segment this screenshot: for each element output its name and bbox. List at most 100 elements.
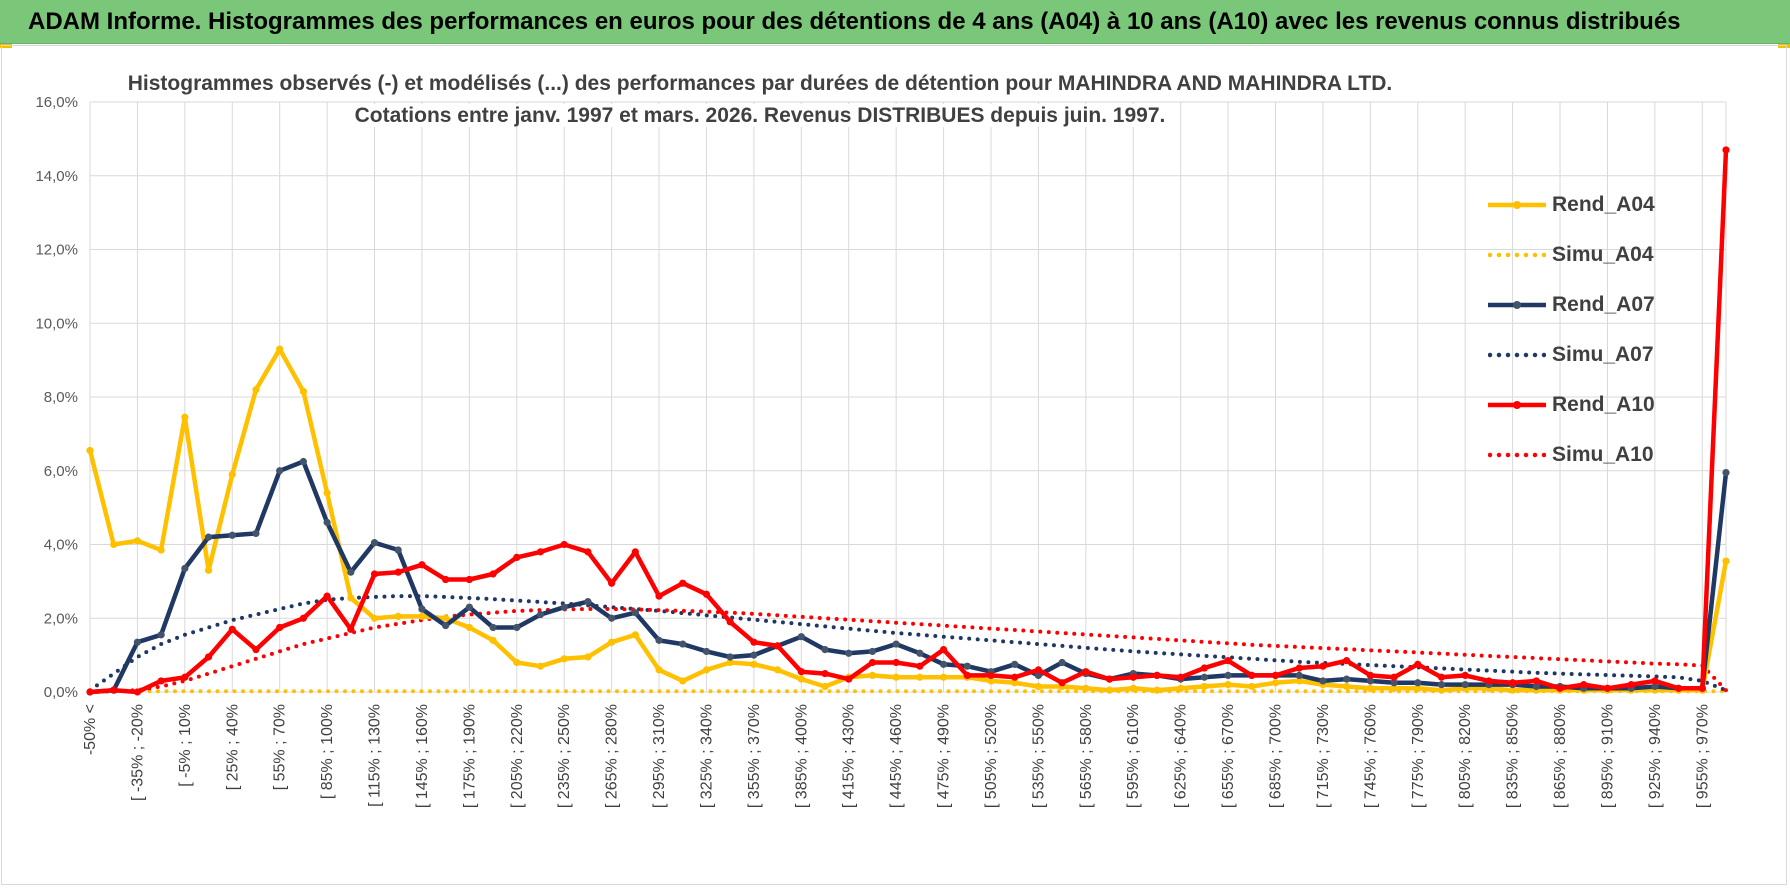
- data-point-rend-a10: [1390, 673, 1398, 681]
- data-point-rend-a04: [513, 658, 521, 667]
- data-point-rend-a10: [1200, 664, 1208, 672]
- x-tick-label: [ 175% ; 190%: [461, 704, 478, 808]
- y-tick-label: 16,0%: [35, 94, 78, 111]
- data-point-rend-a04: [536, 662, 545, 670]
- legend-label-simu-a10: Simu_A10: [1552, 443, 1654, 466]
- data-point-rend-a04: [489, 636, 497, 644]
- data-point-rend-a07: [845, 649, 853, 657]
- legend-item-simu-a07: Simu_A07: [1488, 330, 1668, 380]
- data-point-rend-a10: [489, 570, 497, 578]
- legend-label-simu-a07: Simu_A07: [1552, 343, 1654, 366]
- data-point-rend-a07: [655, 636, 663, 644]
- data-point-rend-a10: [1366, 671, 1374, 680]
- data-point-rend-a10: [1603, 684, 1612, 692]
- data-point-rend-a10: [1319, 662, 1327, 670]
- x-tick-label: [ 655% ; 670%: [1220, 704, 1237, 808]
- data-point-rend-a10: [1485, 677, 1493, 685]
- data-point-rend-a04: [181, 413, 189, 421]
- data-point-rend-a07: [1224, 671, 1232, 680]
- data-point-rend-a04: [1390, 684, 1398, 692]
- x-tick-label: [ 325% ; 340%: [698, 704, 715, 808]
- data-point-rend-a07: [1200, 673, 1208, 681]
- data-point-rend-a10: [252, 645, 260, 654]
- data-point-rend-a10: [110, 686, 118, 694]
- data-point-rend-a04: [916, 673, 924, 681]
- data-point-rend-a04: [1105, 686, 1114, 694]
- data-point-rend-a07: [1034, 671, 1043, 680]
- data-point-rend-a04: [1414, 684, 1422, 692]
- data-point-rend-a07: [702, 647, 711, 656]
- data-point-rend-a04: [1034, 682, 1043, 691]
- legend-item-rend-a10: Rend_A10: [1488, 380, 1668, 430]
- data-point-rend-a10: [560, 540, 568, 549]
- data-point-rend-a07: [394, 546, 402, 554]
- data-point-rend-a04: [608, 638, 616, 646]
- data-point-rend-a04: [702, 666, 711, 674]
- x-tick-label: [ 865% ; 880%: [1552, 704, 1569, 808]
- data-point-rend-a04: [1224, 681, 1232, 689]
- data-point-rend-a07: [181, 564, 189, 573]
- data-point-rend-a07: [1058, 658, 1066, 667]
- data-point-rend-a10: [1627, 681, 1635, 689]
- data-point-rend-a04: [347, 594, 355, 602]
- data-point-rend-a10: [181, 673, 189, 681]
- data-point-rend-a07: [797, 633, 805, 641]
- chart-title-line-2: Cotations entre janv. 1997 et mars. 2026…: [0, 104, 1655, 128]
- x-tick-label: [ 775% ; 790%: [1410, 704, 1427, 808]
- data-point-rend-a10: [916, 662, 924, 670]
- data-point-rend-a10: [1414, 660, 1422, 668]
- data-point-rend-a04: [110, 540, 118, 549]
- x-tick-label: [ 685% ; 700%: [1268, 704, 1285, 808]
- data-point-rend-a07: [1343, 675, 1351, 683]
- data-point-rend-a04: [418, 612, 426, 621]
- x-tick-label: [ 625% ; 640%: [1173, 704, 1190, 808]
- data-point-rend-a04: [584, 653, 592, 661]
- data-point-rend-a07: [1461, 681, 1469, 689]
- data-point-rend-a10: [536, 548, 545, 556]
- data-point-rend-a10: [86, 688, 94, 696]
- data-point-rend-a10: [204, 653, 213, 661]
- data-point-rend-a10: [1437, 673, 1446, 681]
- x-tick-label: [ 535% ; 550%: [1030, 704, 1047, 808]
- data-point-rend-a04: [750, 660, 758, 668]
- x-tick-label: [ 595% ; 610%: [1125, 704, 1142, 808]
- x-tick-label: [ -5% ; 10%: [177, 704, 194, 787]
- data-point-rend-a10: [1722, 146, 1730, 154]
- data-point-rend-a10: [1509, 679, 1517, 687]
- data-point-rend-a04: [560, 655, 568, 663]
- data-point-rend-a07: [916, 649, 924, 657]
- x-tick-label: [ 925% ; 940%: [1647, 704, 1664, 808]
- data-point-rend-a04: [1129, 684, 1137, 692]
- data-point-rend-a07: [157, 631, 165, 639]
- x-tick-label: [ 385% ; 400%: [793, 704, 810, 808]
- data-point-rend-a10: [1651, 677, 1659, 685]
- y-tick-label: 2,0%: [44, 610, 78, 627]
- data-point-rend-a07: [631, 609, 639, 617]
- data-point-rend-a10: [133, 688, 142, 696]
- series-line-rend-a04: [87, 346, 1729, 693]
- data-point-rend-a07: [252, 529, 260, 538]
- data-point-rend-a10: [276, 623, 284, 632]
- data-point-rend-a10: [1532, 677, 1540, 685]
- data-point-rend-a04: [655, 666, 663, 674]
- data-point-rend-a07: [963, 662, 971, 670]
- data-point-rend-a10: [370, 570, 379, 578]
- data-point-rend-a04: [228, 470, 236, 479]
- x-tick-label: [ 415% ; 430%: [841, 704, 858, 808]
- y-tick-label: 8,0%: [44, 389, 78, 406]
- data-point-rend-a07: [442, 622, 450, 630]
- series-line-simu-a04: [88, 689, 1728, 694]
- data-point-rend-a10: [1224, 657, 1232, 665]
- data-point-rend-a10: [773, 642, 782, 650]
- series-line-rend-a07: [89, 459, 1729, 695]
- data-point-rend-a10: [323, 592, 331, 600]
- data-point-rend-a07: [204, 533, 213, 541]
- x-tick-label: [ 505% ; 520%: [983, 704, 1000, 808]
- data-point-rend-a04: [370, 614, 379, 622]
- data-point-rend-a07: [536, 610, 545, 619]
- data-point-rend-a10: [868, 658, 877, 667]
- y-axis-ticks: 0,0% 2,0% 4,0% 6,0% 8,0% 10,0% 12,0% 14,0% 16,0%: [35, 94, 78, 701]
- y-tick-label: 12,0%: [35, 242, 78, 259]
- data-point-rend-a10: [1129, 673, 1137, 681]
- data-point-rend-a10: [1295, 664, 1303, 672]
